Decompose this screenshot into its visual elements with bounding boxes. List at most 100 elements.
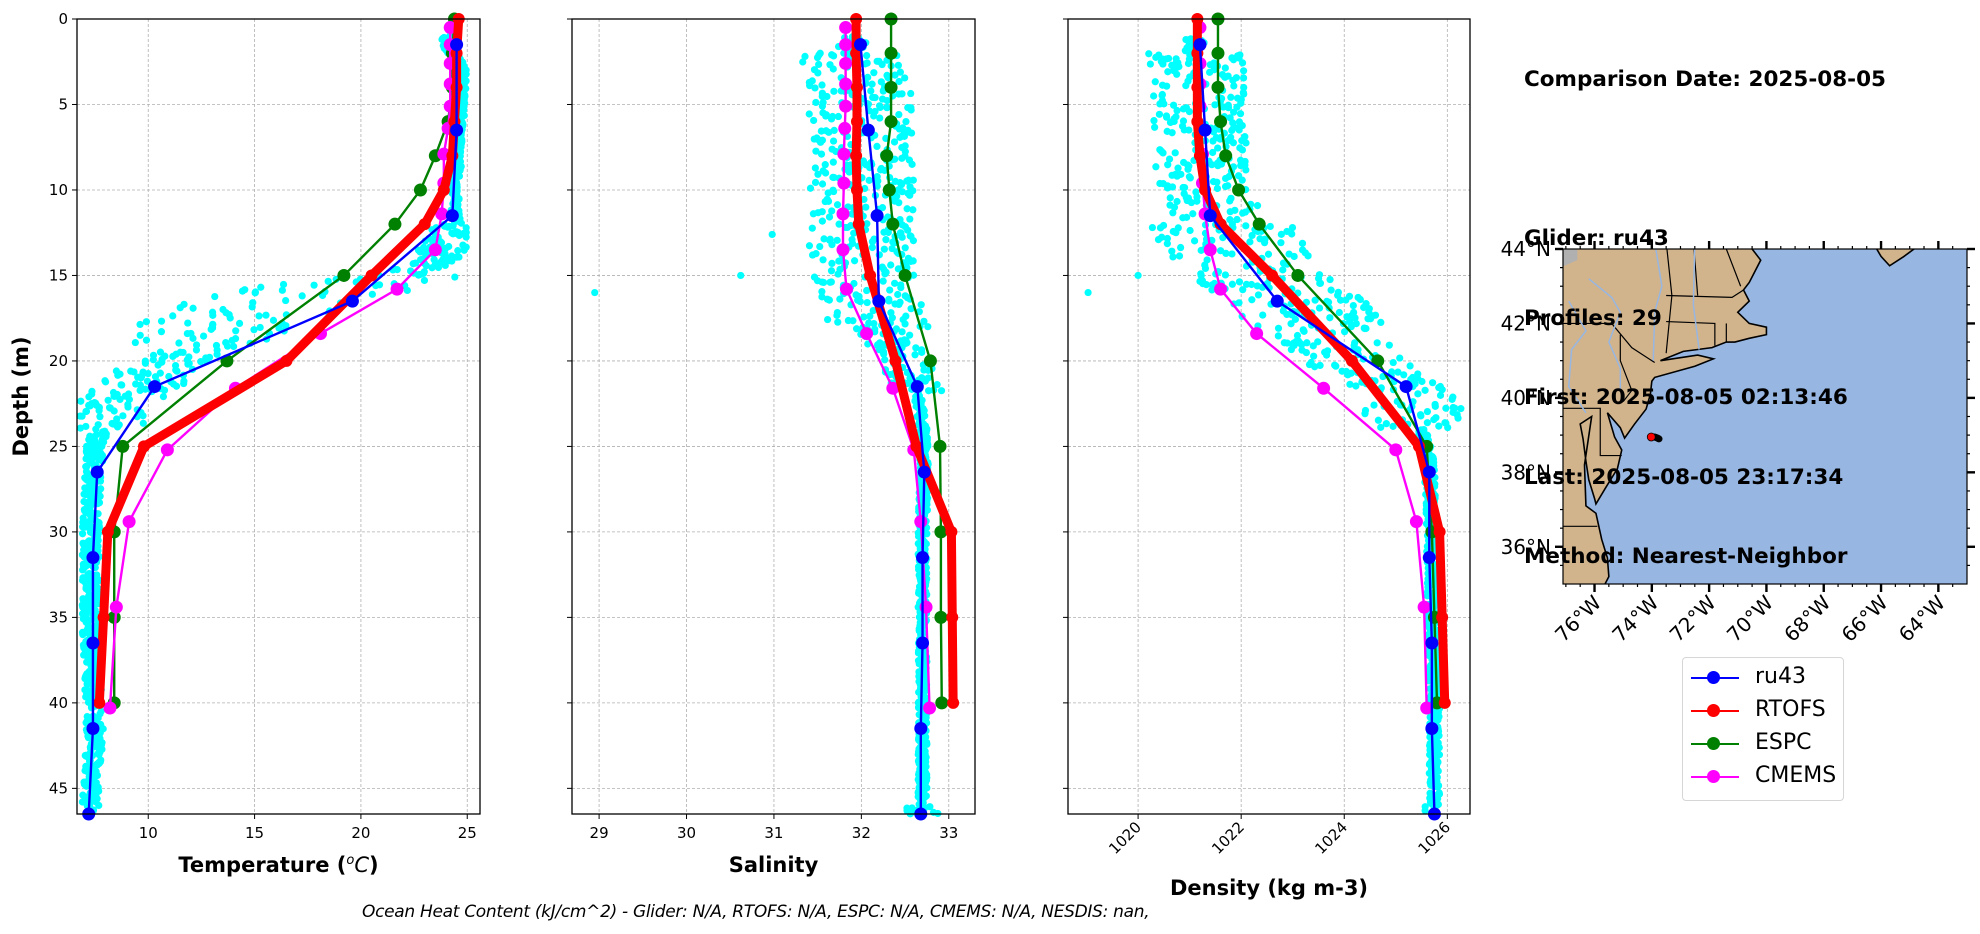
glider-point xyxy=(231,335,240,343)
comparison-date: Comparison Date: 2025-08-05 xyxy=(1524,67,1887,92)
series-marker-rtofs xyxy=(1191,81,1204,94)
glider-point xyxy=(1235,278,1244,286)
glider-point xyxy=(83,462,91,470)
lon-tick-label: 70°W xyxy=(1722,590,1778,646)
glider-point xyxy=(881,356,889,364)
temperature-series-ru43 xyxy=(82,38,464,821)
glider-point xyxy=(1247,280,1256,289)
legend-marker-espc xyxy=(1707,737,1720,750)
glider-point xyxy=(1361,410,1369,418)
glider-point xyxy=(1169,66,1178,75)
glider-point xyxy=(1183,44,1191,52)
glider-point xyxy=(914,539,922,548)
glider-point xyxy=(1279,266,1287,274)
series-marker-cmems xyxy=(839,99,853,113)
series-marker-ru43 xyxy=(450,123,464,137)
glider-point xyxy=(808,251,817,259)
glider-point xyxy=(1179,117,1188,125)
glider-point xyxy=(877,344,885,352)
glider-point xyxy=(1237,95,1245,104)
glider-point xyxy=(1175,252,1184,260)
series-marker-cmems xyxy=(1420,701,1434,715)
glider-point xyxy=(1442,419,1450,427)
lon-tick-label: 72°W xyxy=(1665,590,1721,646)
glider-point xyxy=(1423,419,1431,427)
glider-point xyxy=(416,248,424,256)
series-marker-cmems xyxy=(886,381,900,395)
series-marker-espc xyxy=(884,80,898,94)
glider-point xyxy=(1222,249,1230,258)
glider-point xyxy=(1253,202,1262,210)
lon-tick-label: 64°W xyxy=(1894,590,1950,646)
glider-point xyxy=(92,444,100,453)
glider-point xyxy=(1432,414,1440,422)
series-marker-espc xyxy=(1219,149,1233,163)
glider-point xyxy=(1158,90,1166,99)
glider-point xyxy=(868,243,876,252)
series-marker-rtofs xyxy=(946,611,959,624)
glider-point xyxy=(1327,286,1335,294)
glider-point xyxy=(870,235,878,243)
glider-point xyxy=(818,293,826,301)
glider-point xyxy=(114,423,122,431)
salinity-series-cmems xyxy=(836,21,937,715)
glider-point xyxy=(1209,178,1218,186)
glider-point xyxy=(862,203,870,211)
glider-point xyxy=(454,228,462,236)
x-tick-label: 25 xyxy=(458,824,477,842)
glider-point xyxy=(885,297,893,305)
series-marker-rtofs xyxy=(864,269,877,282)
glider-point xyxy=(818,180,827,188)
y-tick-label: 20 xyxy=(49,352,68,370)
glider-point xyxy=(908,804,916,812)
glider-point xyxy=(1230,82,1238,90)
glider-point xyxy=(1227,93,1235,101)
glider-point xyxy=(801,52,809,61)
series-marker-espc xyxy=(934,610,948,624)
series-marker-rtofs xyxy=(947,696,960,709)
glider-point xyxy=(1421,803,1429,811)
x-tick-label: 20 xyxy=(351,824,370,842)
glider-point xyxy=(1385,341,1393,349)
glider-point xyxy=(180,379,188,388)
glider-point xyxy=(1179,214,1187,222)
glider-point xyxy=(251,289,259,297)
glider-point xyxy=(1182,82,1190,90)
series-marker-cmems xyxy=(103,701,117,715)
glider-point xyxy=(1150,92,1158,100)
glider-point xyxy=(899,126,907,134)
glider-point xyxy=(1259,311,1267,319)
glider-point xyxy=(1394,368,1402,376)
glider-point xyxy=(1264,250,1273,258)
river xyxy=(1692,249,1700,350)
glider-point xyxy=(445,242,453,251)
lon-tick-label: 74°W xyxy=(1607,590,1663,646)
glider-point xyxy=(805,242,814,250)
series-marker-rtofs xyxy=(101,525,114,538)
glider-point xyxy=(835,220,843,228)
glider-point xyxy=(1309,342,1317,350)
glider-point xyxy=(1166,201,1174,209)
glider-point xyxy=(848,235,856,244)
glider-point xyxy=(920,747,929,755)
glider-point xyxy=(1351,339,1359,347)
glider-point xyxy=(136,386,144,395)
glider-point xyxy=(829,137,838,145)
glider-point xyxy=(94,536,102,545)
glider-point xyxy=(825,128,833,136)
glider-point xyxy=(1283,339,1291,347)
glider-point xyxy=(93,771,102,780)
glider-point xyxy=(77,397,85,405)
glider-point xyxy=(1186,226,1194,235)
glider-point xyxy=(1145,50,1153,58)
glider-point xyxy=(819,256,827,264)
glider-point xyxy=(1235,54,1243,62)
glider-marker xyxy=(1646,432,1656,442)
glider-point xyxy=(886,286,894,294)
glider-point xyxy=(1163,234,1172,243)
glider-point xyxy=(1303,339,1311,347)
glider-point xyxy=(1156,224,1165,232)
glider-point xyxy=(849,317,857,325)
glider-point xyxy=(813,134,821,142)
